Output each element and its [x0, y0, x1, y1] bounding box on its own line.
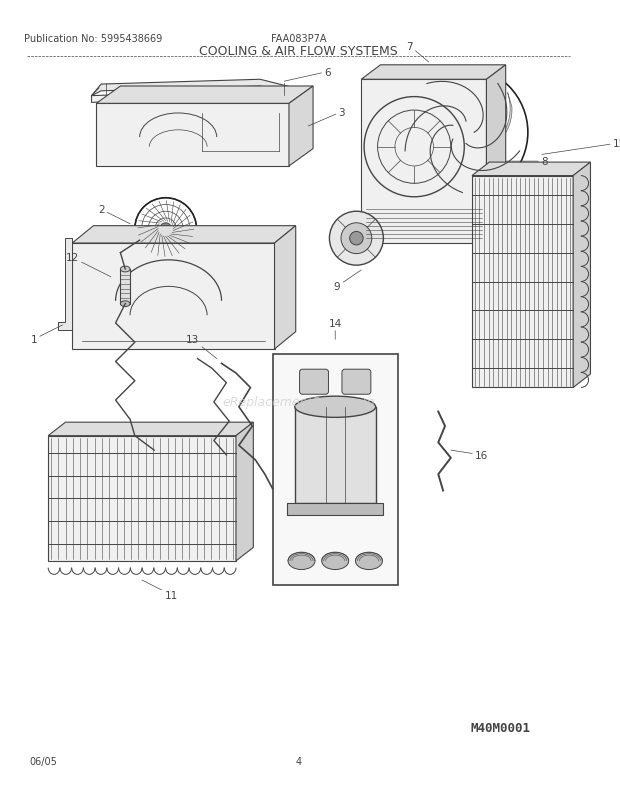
Text: 8: 8	[506, 157, 547, 167]
Text: 15: 15	[542, 139, 620, 156]
Text: eReplacementParts.com: eReplacementParts.com	[223, 396, 375, 409]
Text: M40M0001: M40M0001	[471, 721, 531, 735]
Polygon shape	[58, 239, 73, 330]
Text: COOLING & AIR FLOW SYSTEMS: COOLING & AIR FLOW SYSTEMS	[199, 45, 398, 58]
Text: 13: 13	[186, 335, 217, 359]
FancyBboxPatch shape	[299, 370, 329, 395]
Polygon shape	[573, 163, 590, 388]
Text: Publication No: 5995438669: Publication No: 5995438669	[24, 34, 162, 44]
Text: 14: 14	[329, 318, 342, 340]
Polygon shape	[92, 80, 299, 96]
Text: 3: 3	[308, 107, 345, 127]
Text: 7: 7	[406, 42, 428, 63]
Polygon shape	[402, 104, 466, 139]
FancyBboxPatch shape	[342, 370, 371, 395]
Circle shape	[341, 224, 372, 254]
Bar	[48, 436, 236, 561]
Text: 4: 4	[296, 756, 302, 766]
Text: 6: 6	[284, 67, 331, 82]
Polygon shape	[451, 140, 514, 176]
Circle shape	[451, 122, 474, 144]
Circle shape	[350, 232, 363, 245]
Bar	[287, 504, 383, 515]
Polygon shape	[96, 87, 313, 104]
Bar	[273, 354, 398, 585]
Polygon shape	[361, 66, 506, 80]
Bar	[120, 269, 130, 304]
Polygon shape	[92, 90, 299, 103]
Ellipse shape	[355, 553, 383, 570]
Text: 1: 1	[30, 326, 63, 345]
Ellipse shape	[120, 267, 130, 273]
Polygon shape	[327, 412, 343, 427]
Polygon shape	[96, 104, 289, 167]
Polygon shape	[275, 226, 296, 350]
Ellipse shape	[294, 397, 376, 418]
Ellipse shape	[120, 302, 130, 307]
Circle shape	[329, 212, 383, 265]
Circle shape	[160, 224, 172, 235]
Polygon shape	[289, 87, 313, 167]
Polygon shape	[236, 423, 254, 561]
Polygon shape	[73, 226, 296, 244]
Text: 16: 16	[451, 451, 489, 460]
Polygon shape	[73, 244, 275, 350]
Text: 2: 2	[98, 205, 130, 225]
Ellipse shape	[288, 553, 315, 570]
Bar	[472, 176, 573, 388]
Polygon shape	[466, 93, 512, 150]
Ellipse shape	[322, 553, 348, 570]
Text: 9: 9	[334, 270, 361, 292]
Text: 11: 11	[142, 581, 177, 600]
Text: FAA083P7A: FAA083P7A	[271, 34, 326, 44]
Polygon shape	[487, 66, 506, 244]
Polygon shape	[427, 126, 453, 192]
Text: 12: 12	[66, 253, 111, 277]
Polygon shape	[48, 423, 254, 436]
Bar	[294, 407, 376, 504]
Polygon shape	[361, 80, 487, 244]
Polygon shape	[472, 163, 590, 176]
Polygon shape	[438, 78, 485, 133]
Text: 06/05: 06/05	[29, 756, 57, 766]
